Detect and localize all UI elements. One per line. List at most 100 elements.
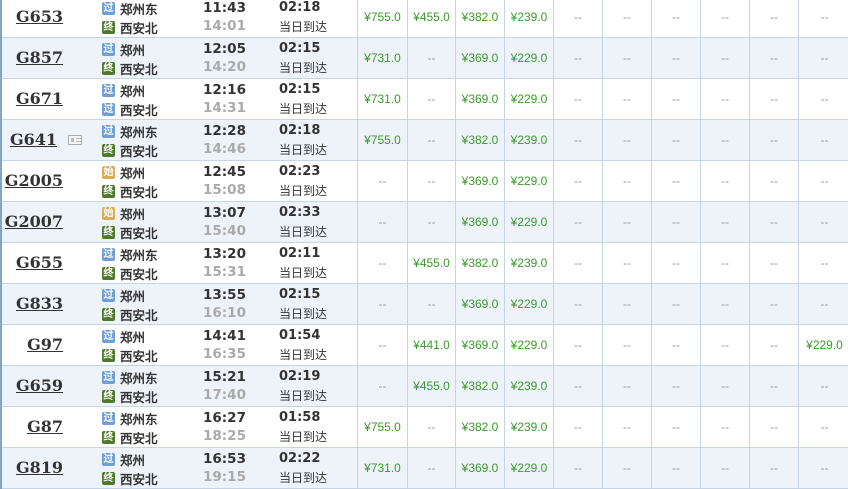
departure-time: 15:21 [203,369,246,385]
price-cell: -- [749,407,798,447]
time-cell: 13:55 16:10 [203,284,273,324]
train-number-link[interactable]: G659 [15,376,63,395]
from-station[interactable]: 过郑州 [102,450,145,468]
price-cell: -- [602,366,651,406]
end-station-icon: 终 [102,61,115,75]
price-cell: -- [602,202,651,242]
price-cell: ¥369.0 [455,202,504,242]
to-station-name: 西安北 [120,471,158,487]
arrival-note: 当日到达 [279,266,328,280]
train-number-link[interactable]: G857 [15,48,63,67]
duration-cell: 02:15 当日到达 [279,38,357,78]
train-number-cell: G2007 [2,202,97,242]
table-row: G655 过郑州东终西安北 13:20 15:31 02:11 当日到达 -- ¥455.0 ¥… [2,243,848,284]
train-number-link[interactable]: G97 [27,335,63,354]
price-cell: ¥229.0 [504,448,553,488]
end-station-icon: 终 [102,143,115,157]
price-cell: -- [749,0,798,37]
train-number-link[interactable]: G2007 [4,212,63,231]
pass-station-icon: 过 [102,288,115,302]
price-cell: -- [651,407,700,447]
duration-cell: 02:22 当日到达 [279,448,357,488]
train-number-link[interactable]: G2005 [4,171,63,190]
arrival-note: 当日到达 [279,307,328,321]
table-row: G97 过郑州终西安北 14:41 16:35 01:54 当日到达 -- ¥441.0 ¥36… [2,325,848,366]
to-station[interactable]: 终西安北 [102,305,158,323]
time-cell: 13:20 15:31 [203,243,273,283]
train-number-cell: G671 [2,79,97,119]
duration: 02:15 [279,287,321,302]
from-station[interactable]: 过郑州东 [102,245,158,263]
to-station[interactable]: 过西安北 [102,100,158,118]
price-cell: -- [553,161,602,201]
duration-cell: 02:23 当日到达 [279,161,357,201]
from-station[interactable]: 过郑州 [102,81,145,99]
to-station[interactable]: 终西安北 [102,182,158,200]
price-cell: -- [798,79,848,119]
price-cell: -- [602,161,651,201]
from-station[interactable]: 过郑州 [102,286,145,304]
price-cell: -- [798,366,848,406]
to-station[interactable]: 终西安北 [102,223,158,241]
price-cell: -- [749,448,798,488]
to-station-name: 西安北 [120,184,158,200]
to-station[interactable]: 终西安北 [102,59,158,77]
price-cell: -- [749,202,798,242]
time-cell: 16:27 18:25 [203,407,273,447]
price-cell: ¥755.0 [357,407,407,447]
train-number-link[interactable]: G655 [15,253,63,272]
duration: 01:58 [279,410,321,425]
train-number-link[interactable]: G653 [15,7,63,26]
arrival-note: 当日到达 [279,20,328,34]
from-station[interactable]: 始郑州 [102,204,145,222]
arrival-time: 18:25 [203,428,246,444]
to-station[interactable]: 终西安北 [102,18,158,36]
from-station[interactable]: 过郑州 [102,40,145,58]
price-cell: -- [553,120,602,160]
price-cell: -- [798,202,848,242]
to-station[interactable]: 终西安北 [102,428,158,446]
train-number-link[interactable]: G833 [15,294,63,313]
arrival-time: 14:20 [203,59,246,75]
to-station[interactable]: 终西安北 [102,469,158,487]
to-station[interactable]: 终西安北 [102,346,158,364]
price-cell: ¥229.0 [504,79,553,119]
train-number-link[interactable]: G671 [15,89,63,108]
train-number-link[interactable]: G819 [15,458,63,477]
duration-cell: 01:54 当日到达 [279,325,357,365]
from-station[interactable]: 过郑州 [102,327,145,345]
price-cell: -- [357,243,407,283]
time-cell: 12:05 14:20 [203,38,273,78]
time-cell: 16:53 19:15 [203,448,273,488]
price-cell: -- [602,120,651,160]
end-station-icon: 终 [102,184,115,198]
from-station[interactable]: 过郑州东 [102,409,158,427]
train-number-link[interactable]: G641 [9,130,57,149]
duration-cell: 02:18 当日到达 [279,120,357,160]
price-cell: -- [602,0,651,37]
price-cell: -- [798,448,848,488]
from-station[interactable]: 始郑州 [102,163,145,181]
from-station[interactable]: 过郑州东 [102,368,158,386]
to-station-name: 西安北 [120,61,158,77]
to-station[interactable]: 终西安北 [102,387,158,405]
price-cell: ¥382.0 [455,243,504,283]
price-cell: -- [749,366,798,406]
to-station[interactable]: 终西安北 [102,141,158,159]
price-cell: -- [749,284,798,324]
from-station[interactable]: 过郑州东 [102,0,158,17]
from-station[interactable]: 过郑州东 [102,122,158,140]
price-cell: -- [553,79,602,119]
price-cell: ¥229.0 [798,325,848,365]
to-station[interactable]: 终西安北 [102,264,158,282]
train-number-link[interactable]: G87 [27,417,63,436]
to-station-name: 西安北 [120,348,158,364]
arrival-note: 当日到达 [279,184,328,198]
duration: 02:33 [279,205,321,220]
price-cell: ¥229.0 [504,325,553,365]
price-cell: -- [749,325,798,365]
price-cell: -- [602,38,651,78]
arrival-time: 14:31 [203,100,246,116]
end-station-icon: 终 [102,225,115,239]
station-cell: 过郑州东终西安北 [102,366,197,406]
